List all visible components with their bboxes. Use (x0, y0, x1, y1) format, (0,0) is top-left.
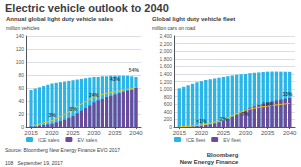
svg-text:2020: 2020 (195, 130, 209, 136)
svg-text:1,000: 1,000 (159, 86, 172, 92)
svg-text:1,400: 1,400 (159, 71, 172, 77)
svg-text:Electric vehicle outlook to 20: Electric vehicle outlook to 2040 (5, 2, 169, 14)
svg-text:24%: 24% (89, 92, 100, 98)
svg-text:million cars on road: million cars on road (152, 25, 196, 31)
svg-text:140: 140 (16, 33, 25, 39)
svg-text:Annual global light duty vehic: Annual global light duty vehicle sales (6, 16, 114, 22)
svg-text:2030: 2030 (239, 130, 253, 136)
svg-text:1,200: 1,200 (159, 79, 172, 85)
svg-text:80: 80 (18, 72, 24, 78)
svg-text:43%: 43% (110, 76, 121, 82)
svg-text:0: 0 (169, 124, 172, 130)
svg-text:19%: 19% (263, 101, 274, 107)
svg-text:40: 40 (18, 98, 24, 104)
svg-text:2025: 2025 (66, 130, 80, 136)
svg-text:600: 600 (164, 101, 173, 107)
svg-text:2030: 2030 (87, 130, 101, 136)
svg-text:2040: 2040 (283, 130, 297, 136)
svg-text:EV sales: EV sales (77, 137, 97, 143)
svg-text:2020: 2020 (45, 130, 59, 136)
svg-text:ICE sales: ICE sales (38, 137, 60, 143)
svg-text:120: 120 (16, 46, 25, 52)
svg-text:0: 0 (21, 124, 24, 130)
svg-text:Bloomberg: Bloomberg (207, 152, 239, 158)
svg-text:60: 60 (18, 85, 24, 91)
svg-text:ICE fleet: ICE fleet (186, 137, 206, 143)
svg-text:20: 20 (18, 111, 24, 117)
svg-text:7%: 7% (242, 111, 250, 117)
svg-text:1,600: 1,600 (159, 63, 172, 69)
svg-text:New Energy Finance: New Energy Finance (180, 159, 239, 165)
svg-text:100: 100 (16, 59, 25, 65)
svg-text:2015: 2015 (24, 130, 38, 136)
svg-text:3%: 3% (48, 112, 56, 118)
svg-text:108 September 19, 2017: 108 September 19, 2017 (5, 160, 63, 166)
svg-text:2025: 2025 (217, 130, 231, 136)
svg-text:8%: 8% (69, 106, 77, 112)
svg-text:54%: 54% (129, 67, 140, 73)
svg-text:EV fleet: EV fleet (223, 137, 241, 143)
svg-text:2035: 2035 (261, 130, 275, 136)
svg-text:400: 400 (164, 109, 173, 115)
svg-text:800: 800 (164, 94, 173, 100)
svg-text:2,400: 2,400 (159, 33, 172, 39)
svg-text:2,200: 2,200 (159, 41, 172, 47)
svg-text:2%: 2% (220, 116, 228, 122)
svg-text:200: 200 (164, 116, 173, 122)
svg-text:2015: 2015 (173, 130, 187, 136)
svg-text:2040: 2040 (129, 130, 143, 136)
svg-text:Global light duty vehicle flee: Global light duty vehicle fleet (152, 16, 235, 22)
svg-text:33%: 33% (282, 91, 293, 97)
svg-text:Source: Bloomberg New Energy F: Source: Bloomberg New Energy Finance EVO… (5, 147, 120, 153)
svg-text:million vehicles: million vehicles (6, 25, 40, 31)
svg-text:1,800: 1,800 (159, 56, 172, 62)
svg-text:2,000: 2,000 (159, 48, 172, 54)
svg-text:<1%: <1% (196, 118, 207, 124)
svg-text:2035: 2035 (108, 130, 122, 136)
